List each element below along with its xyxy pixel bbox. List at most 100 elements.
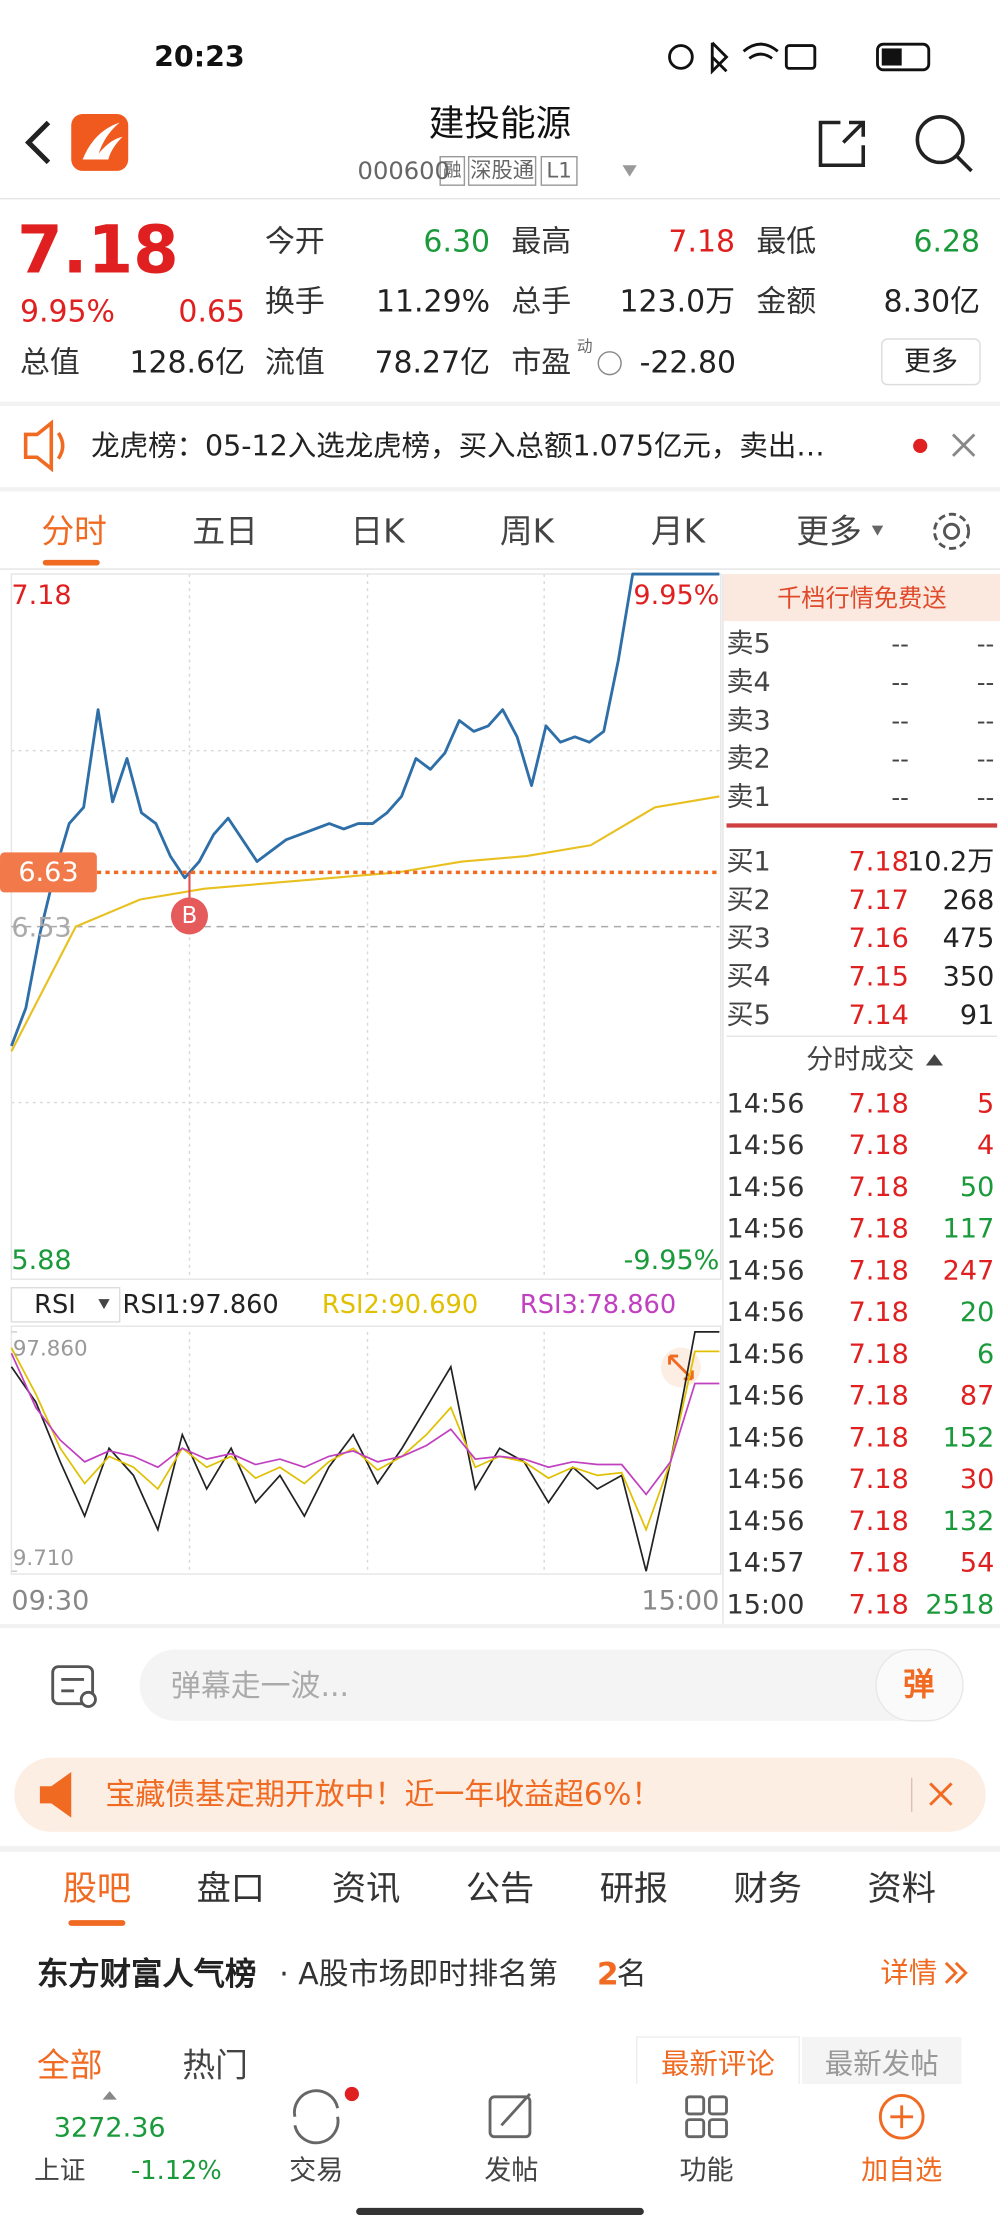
chart-tab[interactable]: 周K [500, 512, 556, 550]
chart-tab[interactable]: 更多 [796, 512, 862, 550]
promo-box[interactable] [723, 574, 1000, 622]
danmaku-button-box[interactable] [875, 1648, 964, 1722]
trade-volume: 87 [960, 1381, 994, 1412]
rank-detail[interactable]: 详情 [880, 1956, 937, 1989]
field-label: 最低 [756, 225, 816, 260]
bid-label: 买2 [726, 885, 770, 916]
section-tab[interactable]: 盘口 [197, 1869, 265, 1909]
trade-volume: 4 [977, 1130, 994, 1161]
bid-label: 买5 [726, 1000, 770, 1031]
nav-item[interactable]: 交易 [289, 2155, 343, 2186]
field-value: -22.80 [640, 346, 736, 381]
close-notice[interactable] [951, 433, 976, 457]
y2-tick-label: 9.95% [633, 580, 719, 611]
banner-box[interactable] [14, 1757, 986, 1832]
section-tab[interactable]: 股吧 [63, 1869, 131, 1909]
bid-price: 7.14 [849, 1000, 909, 1031]
divider [0, 198, 1000, 200]
sort-button[interactable]: 最新评论 [661, 2048, 775, 2081]
more-button-box[interactable] [881, 338, 981, 386]
trade-volume: 247 [943, 1255, 995, 1286]
section-tab[interactable]: 资讯 [332, 1869, 400, 1909]
section-tab[interactable]: 研报 [600, 1869, 668, 1909]
comment-input[interactable] [139, 1649, 963, 1721]
chart-tab[interactable]: 月K [651, 512, 707, 550]
index-value[interactable]: 3272.36 [54, 2113, 166, 2144]
trade-volume: 2518 [925, 1589, 994, 1620]
home-indicator [356, 2207, 644, 2216]
trade-time: 14:56 [726, 1339, 804, 1370]
divider [0, 1623, 1000, 1629]
field-value: 6.30 [423, 225, 490, 260]
section-tab[interactable]: 公告 [466, 1869, 534, 1909]
rsi-selector[interactable]: RSI [34, 1290, 76, 1320]
prev-close-label: 6.53 [11, 913, 71, 944]
field-label: 金额 [756, 284, 816, 319]
sort-button[interactable]: 最新发帖 [825, 2048, 939, 2081]
nav-item[interactable]: 功能 [679, 2155, 733, 2186]
field-value: 11.29% [376, 284, 490, 319]
chart-tab[interactable]: 五日 [192, 512, 258, 550]
search-button[interactable] [915, 115, 973, 173]
trade-time: 14:57 [726, 1548, 804, 1579]
more-button[interactable]: 更多 [904, 346, 958, 377]
expand-icon [102, 2091, 117, 2100]
tag-box [467, 155, 537, 186]
x-tick-label: 15:00 [641, 1586, 719, 1617]
settings-button[interactable] [933, 512, 971, 550]
section-tab[interactable]: 资料 [868, 1869, 936, 1909]
filter-tab[interactable]: 全部 [37, 2046, 103, 2084]
notice-text[interactable]: 龙虎榜：05-12入选龙虎榜，买入总额1.075亿元，卖出… [91, 429, 825, 462]
filter-tab[interactable]: 热门 [182, 2046, 248, 2084]
comment-placeholder: 弹幕走一波... [171, 1669, 349, 1704]
banner-text[interactable]: 宝藏债基定期开放中！近一年收益超6%！ [105, 1777, 661, 1812]
ask-label: 卖5 [726, 628, 770, 659]
ask-label: 卖3 [726, 705, 770, 736]
rank-suffix: 名 [617, 1957, 647, 1992]
trade-volume: 132 [943, 1506, 995, 1537]
share-button[interactable] [818, 120, 866, 168]
bid-volume: 91 [960, 1000, 994, 1031]
trade-marker [170, 897, 208, 935]
field-label: 市盈 [511, 346, 571, 381]
change-percent: 9.95% [20, 294, 115, 329]
trade-price: 7.18 [849, 1464, 909, 1495]
chart-tab[interactable]: 日K [350, 512, 406, 550]
trade-time: 14:56 [726, 1214, 804, 1245]
book-divider [726, 823, 998, 828]
trade-volume: 50 [960, 1172, 994, 1203]
nav-item[interactable]: 加自选 [861, 2155, 942, 2186]
divider [0, 401, 1000, 406]
ask-volume: -- [977, 784, 994, 812]
trade-time: 14:56 [726, 1422, 804, 1453]
chevron-icon [944, 1961, 968, 1984]
index-name[interactable]: 上证 [34, 2156, 85, 2186]
nav-item[interactable]: 发帖 [484, 2155, 538, 2186]
divider [0, 568, 1000, 570]
back-button[interactable] [24, 120, 51, 165]
rsi-line [10, 1347, 720, 1533]
close-banner[interactable] [929, 1782, 953, 1806]
danmaku-button[interactable]: 弹 [903, 1667, 934, 1703]
section-tab[interactable]: 财务 [734, 1869, 802, 1909]
ask-price: -- [891, 745, 908, 773]
trade-time: 14:56 [726, 1255, 804, 1286]
pe-info-icon [597, 351, 622, 376]
rank-title: 东方财富人气榜 [37, 1955, 256, 1992]
trade-time: 15:00 [726, 1589, 804, 1620]
promo-text[interactable]: 千档行情免费送 [777, 584, 946, 612]
ask-label: 卖1 [726, 782, 770, 813]
index-change[interactable]: -1.12% [131, 2156, 222, 2186]
chart-tab[interactable]: 分时 [41, 512, 107, 550]
rsi-frame [10, 1325, 722, 1575]
sort-box[interactable] [801, 2036, 962, 2092]
sort-active-box[interactable] [636, 2036, 800, 2092]
field-value: 123.0万 [620, 284, 736, 319]
danmaku-toggle[interactable] [51, 1665, 97, 1708]
y-tick-label: 5.88 [11, 1245, 71, 1276]
field-label: 流值 [265, 346, 325, 381]
ask-price: -- [891, 784, 908, 812]
unread-dot [913, 438, 928, 453]
field-value: 78.27亿 [374, 346, 490, 381]
rsi-line [10, 1352, 720, 1496]
